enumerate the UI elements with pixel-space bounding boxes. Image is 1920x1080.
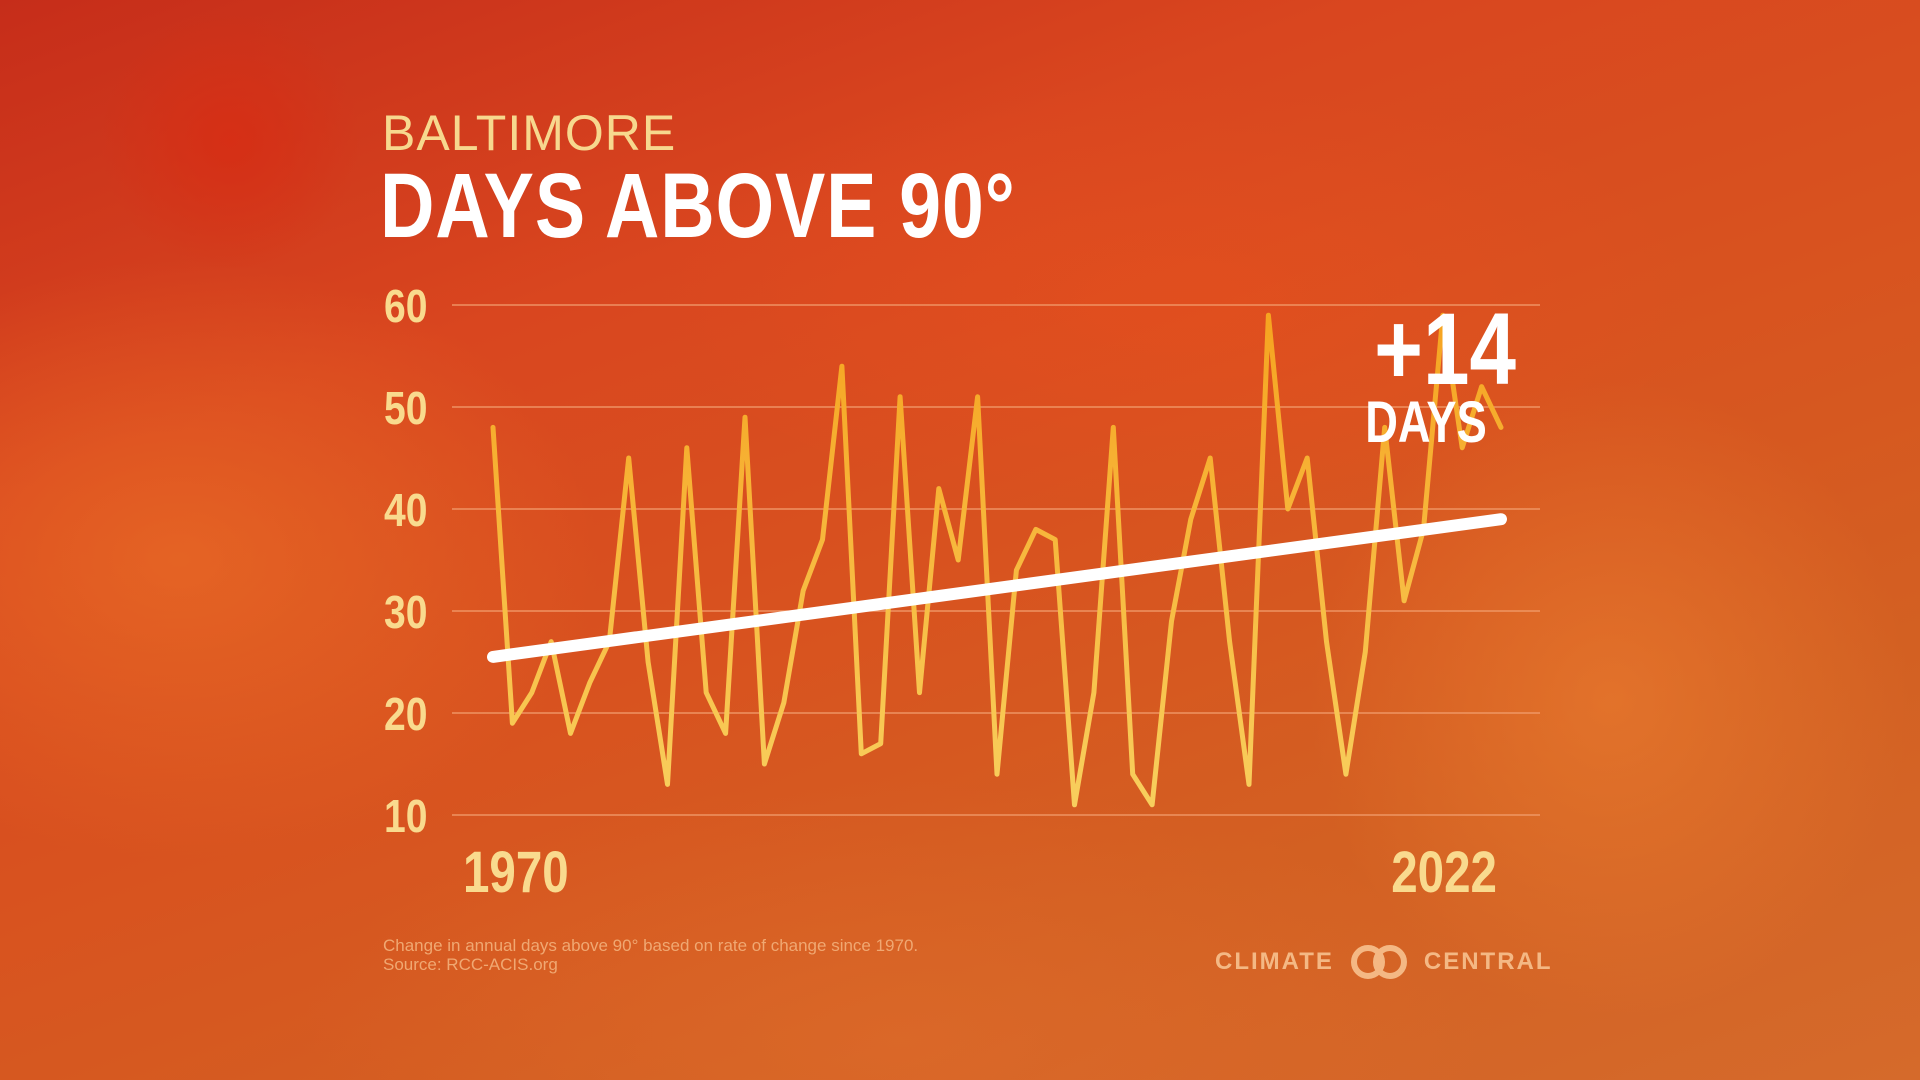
source-text: Source: RCC-ACIS.org bbox=[383, 955, 558, 974]
change-value: +14 bbox=[1374, 292, 1516, 406]
y-tick-label: 40 bbox=[384, 485, 427, 537]
x-axis-ticks: 1970 2022 bbox=[463, 841, 1497, 906]
climate-central-logo: CLIMATE CENTRAL bbox=[1215, 944, 1553, 980]
y-tick-label: 30 bbox=[384, 587, 427, 639]
gridlines bbox=[452, 304, 1540, 816]
y-axis-ticks: 60 50 40 30 20 10 bbox=[384, 281, 427, 843]
days-above-90-line bbox=[490, 312, 1504, 808]
y-tick-label: 20 bbox=[384, 689, 427, 741]
y-tick-label: 10 bbox=[384, 791, 427, 843]
change-annotation: +14 DAYS bbox=[1365, 292, 1516, 455]
change-unit: DAYS bbox=[1365, 391, 1487, 456]
logo-text-right: CENTRAL bbox=[1423, 948, 1553, 975]
city-title: BALTIMORE bbox=[382, 105, 677, 161]
y-tick-label: 60 bbox=[384, 281, 427, 333]
logo-text-left: CLIMATE bbox=[1215, 948, 1334, 975]
y-tick-label: 50 bbox=[384, 383, 427, 435]
x-tick-label: 1970 bbox=[463, 841, 569, 906]
x-tick-label: 2022 bbox=[1391, 841, 1497, 906]
trend-line bbox=[487, 513, 1507, 663]
chart-title: DAYS ABOVE 90° bbox=[380, 155, 1016, 257]
footnote: Change in annual days above 90° based on… bbox=[383, 936, 918, 974]
footnote-text: Change in annual days above 90° based on… bbox=[383, 936, 919, 955]
linked-rings-icon bbox=[1350, 945, 1407, 979]
